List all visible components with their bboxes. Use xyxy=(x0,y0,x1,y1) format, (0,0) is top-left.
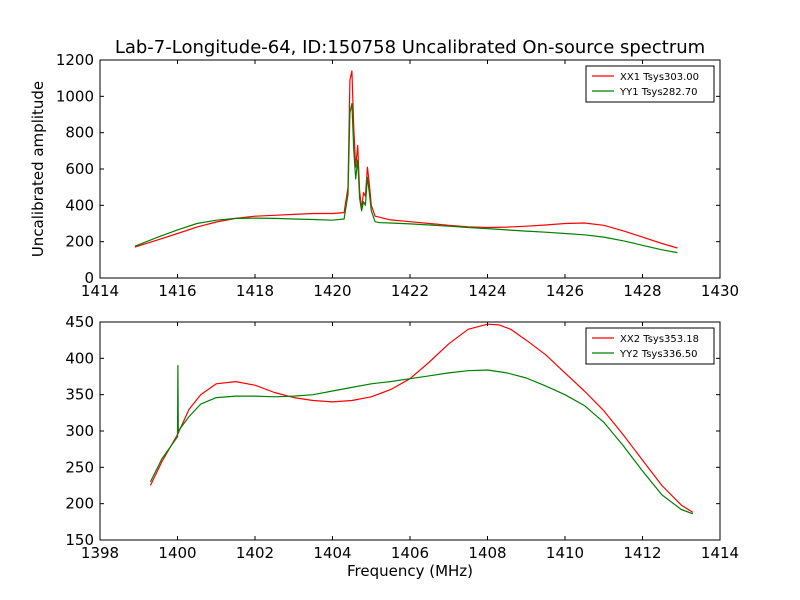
legend-label: YY2 Tsys336.50 xyxy=(619,349,698,360)
x-tick-label: 1420 xyxy=(313,282,351,300)
x-tick-label: 1412 xyxy=(623,544,661,562)
y-tick-label: 400 xyxy=(65,196,94,214)
series-line-yy xyxy=(149,365,694,515)
y-tick-label: 450 xyxy=(65,313,94,331)
x-tick-label: 1408 xyxy=(468,544,506,562)
legend-label: XX1 Tsys303.00 xyxy=(620,72,699,83)
y-tick-label: 250 xyxy=(65,458,94,476)
x-tick-label: 1402 xyxy=(236,544,274,562)
series-line-yy xyxy=(134,102,678,254)
series-group xyxy=(149,323,694,515)
series-line-xx xyxy=(134,70,678,249)
x-tick-label: 1410 xyxy=(546,544,584,562)
y-tick-label: 200 xyxy=(65,233,94,251)
x-tick-label: 1424 xyxy=(468,282,506,300)
y-tick-label: 300 xyxy=(65,422,94,440)
x-tick-label: 1426 xyxy=(546,282,584,300)
top-panel: 1414 1416 1418 1420 1422 1424 1426 1428 1430 0 200… xyxy=(56,51,739,300)
x-axis-label: Frequency (MHz) xyxy=(347,562,473,580)
bottom-panel: 1398 1400 1402 1404 1406 1408 1410 1412 1414 150 2… xyxy=(65,313,739,562)
y-tick-label: 200 xyxy=(65,495,94,513)
x-tick-label: 1422 xyxy=(391,282,429,300)
legend: XX1 Tsys303.00 YY1 Tsys282.70 xyxy=(585,65,715,103)
y-tick-label: 600 xyxy=(65,160,94,178)
x-tick-label: 1398 xyxy=(81,544,119,562)
series-group xyxy=(134,70,678,254)
x-tick-label: 1414 xyxy=(701,544,739,562)
y-tick-label: 350 xyxy=(65,386,94,404)
y-tick-label: 1200 xyxy=(56,51,94,69)
x-tick-label: 1404 xyxy=(313,544,351,562)
legend-box xyxy=(585,327,715,365)
series-line-xx xyxy=(149,323,694,513)
x-tick-label: 1428 xyxy=(623,282,661,300)
legend: XX2 Tsys353.18 YY2 Tsys336.50 xyxy=(585,327,715,365)
legend-label: YY1 Tsys282.70 xyxy=(619,87,698,98)
legend-box xyxy=(585,65,715,103)
x-tick-label: 1430 xyxy=(701,282,739,300)
x-tick-label: 1406 xyxy=(391,544,429,562)
figure-title: Lab-7-Longitude-64, ID:150758 Uncalibrat… xyxy=(115,37,705,58)
y-tick-label: 1000 xyxy=(56,87,94,105)
y-tick-label: 800 xyxy=(65,124,94,142)
y-axis-label: Uncalibrated amplitude xyxy=(29,81,47,257)
y-tick-label: 400 xyxy=(65,349,94,367)
x-tick-label: 1418 xyxy=(236,282,274,300)
x-tick-label: 1414 xyxy=(81,282,119,300)
y-tick-label: 150 xyxy=(65,531,94,549)
y-tick-label: 0 xyxy=(84,269,94,287)
x-tick-label: 1400 xyxy=(158,544,196,562)
legend-label: XX2 Tsys353.18 xyxy=(620,334,699,345)
x-tick-label: 1416 xyxy=(158,282,196,300)
